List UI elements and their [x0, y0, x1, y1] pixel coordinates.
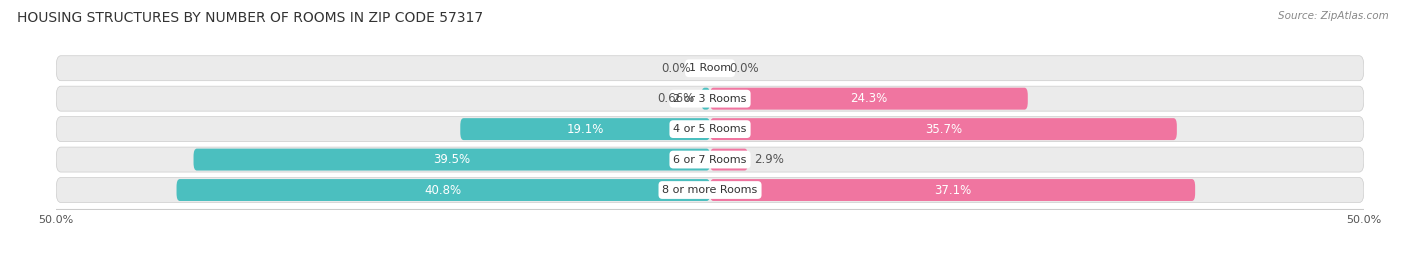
- Text: HOUSING STRUCTURES BY NUMBER OF ROOMS IN ZIP CODE 57317: HOUSING STRUCTURES BY NUMBER OF ROOMS IN…: [17, 11, 484, 25]
- FancyBboxPatch shape: [710, 88, 1028, 110]
- Text: 24.3%: 24.3%: [851, 92, 887, 105]
- FancyBboxPatch shape: [710, 148, 748, 171]
- Text: 0.66%: 0.66%: [658, 92, 695, 105]
- FancyBboxPatch shape: [710, 118, 1177, 140]
- Text: 35.7%: 35.7%: [925, 123, 962, 136]
- Text: 1 Room: 1 Room: [689, 63, 731, 73]
- FancyBboxPatch shape: [56, 117, 1364, 141]
- Text: 2.9%: 2.9%: [755, 153, 785, 166]
- Text: 37.1%: 37.1%: [934, 183, 972, 197]
- Text: 8 or more Rooms: 8 or more Rooms: [662, 185, 758, 195]
- FancyBboxPatch shape: [56, 56, 1364, 81]
- Text: 40.8%: 40.8%: [425, 183, 461, 197]
- FancyBboxPatch shape: [194, 148, 710, 171]
- FancyBboxPatch shape: [710, 179, 1195, 201]
- Text: 2 or 3 Rooms: 2 or 3 Rooms: [673, 94, 747, 104]
- FancyBboxPatch shape: [177, 179, 710, 201]
- FancyBboxPatch shape: [56, 178, 1364, 203]
- Text: 6 or 7 Rooms: 6 or 7 Rooms: [673, 155, 747, 165]
- FancyBboxPatch shape: [460, 118, 710, 140]
- FancyBboxPatch shape: [702, 88, 710, 110]
- Text: 4 or 5 Rooms: 4 or 5 Rooms: [673, 124, 747, 134]
- FancyBboxPatch shape: [56, 86, 1364, 111]
- FancyBboxPatch shape: [56, 147, 1364, 172]
- Text: 0.0%: 0.0%: [661, 62, 690, 75]
- Text: 19.1%: 19.1%: [567, 123, 603, 136]
- Text: Source: ZipAtlas.com: Source: ZipAtlas.com: [1278, 11, 1389, 21]
- Text: 39.5%: 39.5%: [433, 153, 471, 166]
- Text: 0.0%: 0.0%: [730, 62, 759, 75]
